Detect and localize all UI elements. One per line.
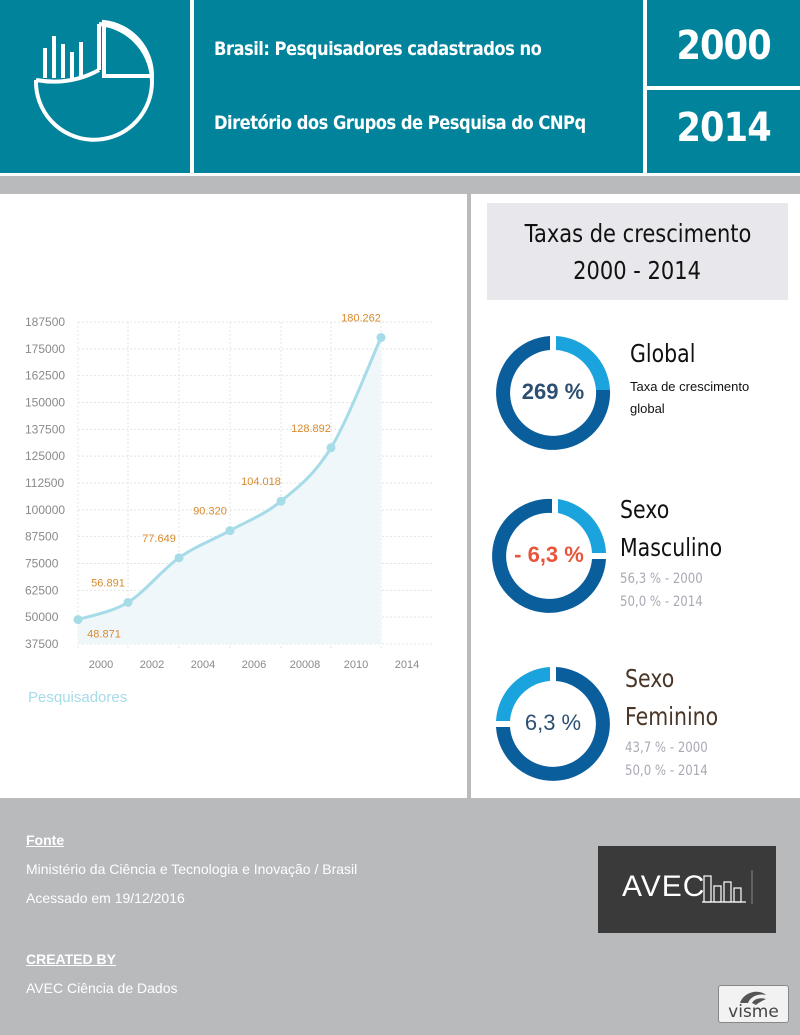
data-label: 180.262 [341, 313, 381, 325]
female-label-line-1: Sexo [625, 664, 675, 693]
logo-panel [0, 0, 190, 173]
year-end-box: 2014 [647, 90, 800, 173]
chart-panel: 187500 175000 162500 150000 137500 125000 1125… [0, 194, 467, 798]
y-tick-label: 75000 [25, 557, 59, 571]
data-label: 104.018 [241, 476, 281, 488]
visme-label: visme [728, 1002, 779, 1022]
data-label: 128.892 [291, 423, 331, 435]
year-end: 2014 [676, 105, 771, 151]
x-tick-label: 2014 [395, 659, 419, 671]
y-tick-label: 137500 [25, 422, 65, 436]
growth-title-box: Taxas de crescimento 2000 - 2014 [487, 203, 788, 300]
area-chart: 187500 175000 162500 150000 137500 125000 1125… [25, 313, 432, 706]
title-line-1: Brasil: Pesquisadores cadastrados no [214, 38, 542, 60]
title-line-2: Diretório dos Grupos de Pesquisa do CNPq [214, 112, 586, 134]
data-label: 90.320 [193, 506, 227, 518]
data-point [123, 597, 133, 607]
avec-logo: AVEC [598, 846, 776, 933]
x-tick-label: 2006 [242, 659, 266, 671]
visme-swirl-icon [740, 991, 766, 1005]
growth-panel: Taxas de crescimento 2000 - 2014 [471, 194, 800, 798]
y-tick-label: 162500 [25, 369, 65, 383]
x-tick-label: 2000 [89, 659, 113, 671]
vertical-divider [467, 194, 471, 798]
donut-segment-light [496, 667, 550, 721]
y-tick-label: 50000 [25, 610, 59, 624]
x-tick-label: 20008 [290, 659, 321, 671]
female-donut [496, 667, 610, 781]
donut-segment-light [556, 336, 610, 390]
source-line-2: Acessado em 19/12/2016 [26, 890, 185, 906]
y-tick-label: 100000 [25, 503, 65, 517]
area-fill [78, 337, 381, 644]
data-label: 77.649 [142, 533, 176, 545]
data-point [276, 496, 286, 506]
male-value: - 6,3 % [514, 542, 584, 567]
y-tick-label: 62500 [25, 583, 59, 597]
data-label: 48.871 [87, 629, 121, 641]
avec-logo-text: AVEC [622, 870, 706, 903]
female-value: 6,3 % [524, 710, 582, 735]
header: Brasil: Pesquisadores cadastrados no Dir… [0, 0, 800, 176]
x-tick-label: 2004 [191, 659, 215, 671]
male-label-line-2: Masculino [620, 533, 723, 562]
year-start: 2000 [676, 23, 771, 69]
global-description: Taxa de crescimento global [630, 376, 749, 420]
global-desc-line-2: global [630, 401, 665, 416]
data-point [326, 443, 336, 453]
source-heading: Fonte [26, 832, 65, 848]
source-line-1: Ministério da Ciência e Tecnologia e Ino… [26, 861, 358, 877]
y-tick-label: 187500 [25, 315, 65, 329]
data-point [174, 553, 184, 563]
global-donut [496, 336, 611, 450]
x-tick-label: 2002 [140, 659, 164, 671]
y-tick-label: 125000 [25, 449, 65, 463]
donut-segment-light [558, 499, 606, 553]
data-point [225, 526, 235, 536]
female-label-line-2: Feminino [625, 702, 719, 731]
x-tick-label: 2010 [344, 659, 368, 671]
data-point [376, 333, 386, 343]
growth-period: 2000 - 2014 [573, 256, 702, 285]
y-tick-label: 150000 [25, 396, 65, 410]
male-donut [492, 498, 606, 613]
separator-band [0, 176, 800, 194]
female-stat-2000: 43,7 % - 2000 [625, 740, 708, 756]
data-point [73, 615, 83, 625]
data-label: 56.891 [91, 577, 125, 589]
visme-badge[interactable]: visme [718, 985, 789, 1023]
y-tick-label: 175000 [25, 342, 65, 356]
pie-chart-bars-icon [33, 19, 155, 142]
global-desc-line-1: Taxa de crescimento [630, 379, 750, 394]
global-value: 269 % [521, 379, 585, 404]
male-stat-2014: 50,0 % - 2014 [620, 594, 703, 610]
global-label: Global [630, 339, 696, 368]
male-stat-2000: 56,3 % - 2000 [620, 571, 703, 587]
y-tick-label: 112500 [25, 476, 64, 490]
y-tick-label: 37500 [25, 637, 59, 651]
legend-label: Pesquisadores [28, 689, 127, 706]
growth-title: Taxas de crescimento [524, 219, 751, 248]
female-stat-2014: 50,0 % - 2014 [625, 763, 708, 779]
created-by-name: AVEC Ciência de Dados [26, 980, 178, 996]
y-tick-label: 87500 [25, 530, 59, 544]
created-by-heading: CREATED BY [26, 951, 116, 967]
bar-chart-icon [702, 870, 753, 904]
male-label-line-1: Sexo [620, 495, 670, 524]
title-panel: Brasil: Pesquisadores cadastrados no Dir… [194, 0, 643, 173]
year-start-box: 2000 [647, 0, 800, 86]
